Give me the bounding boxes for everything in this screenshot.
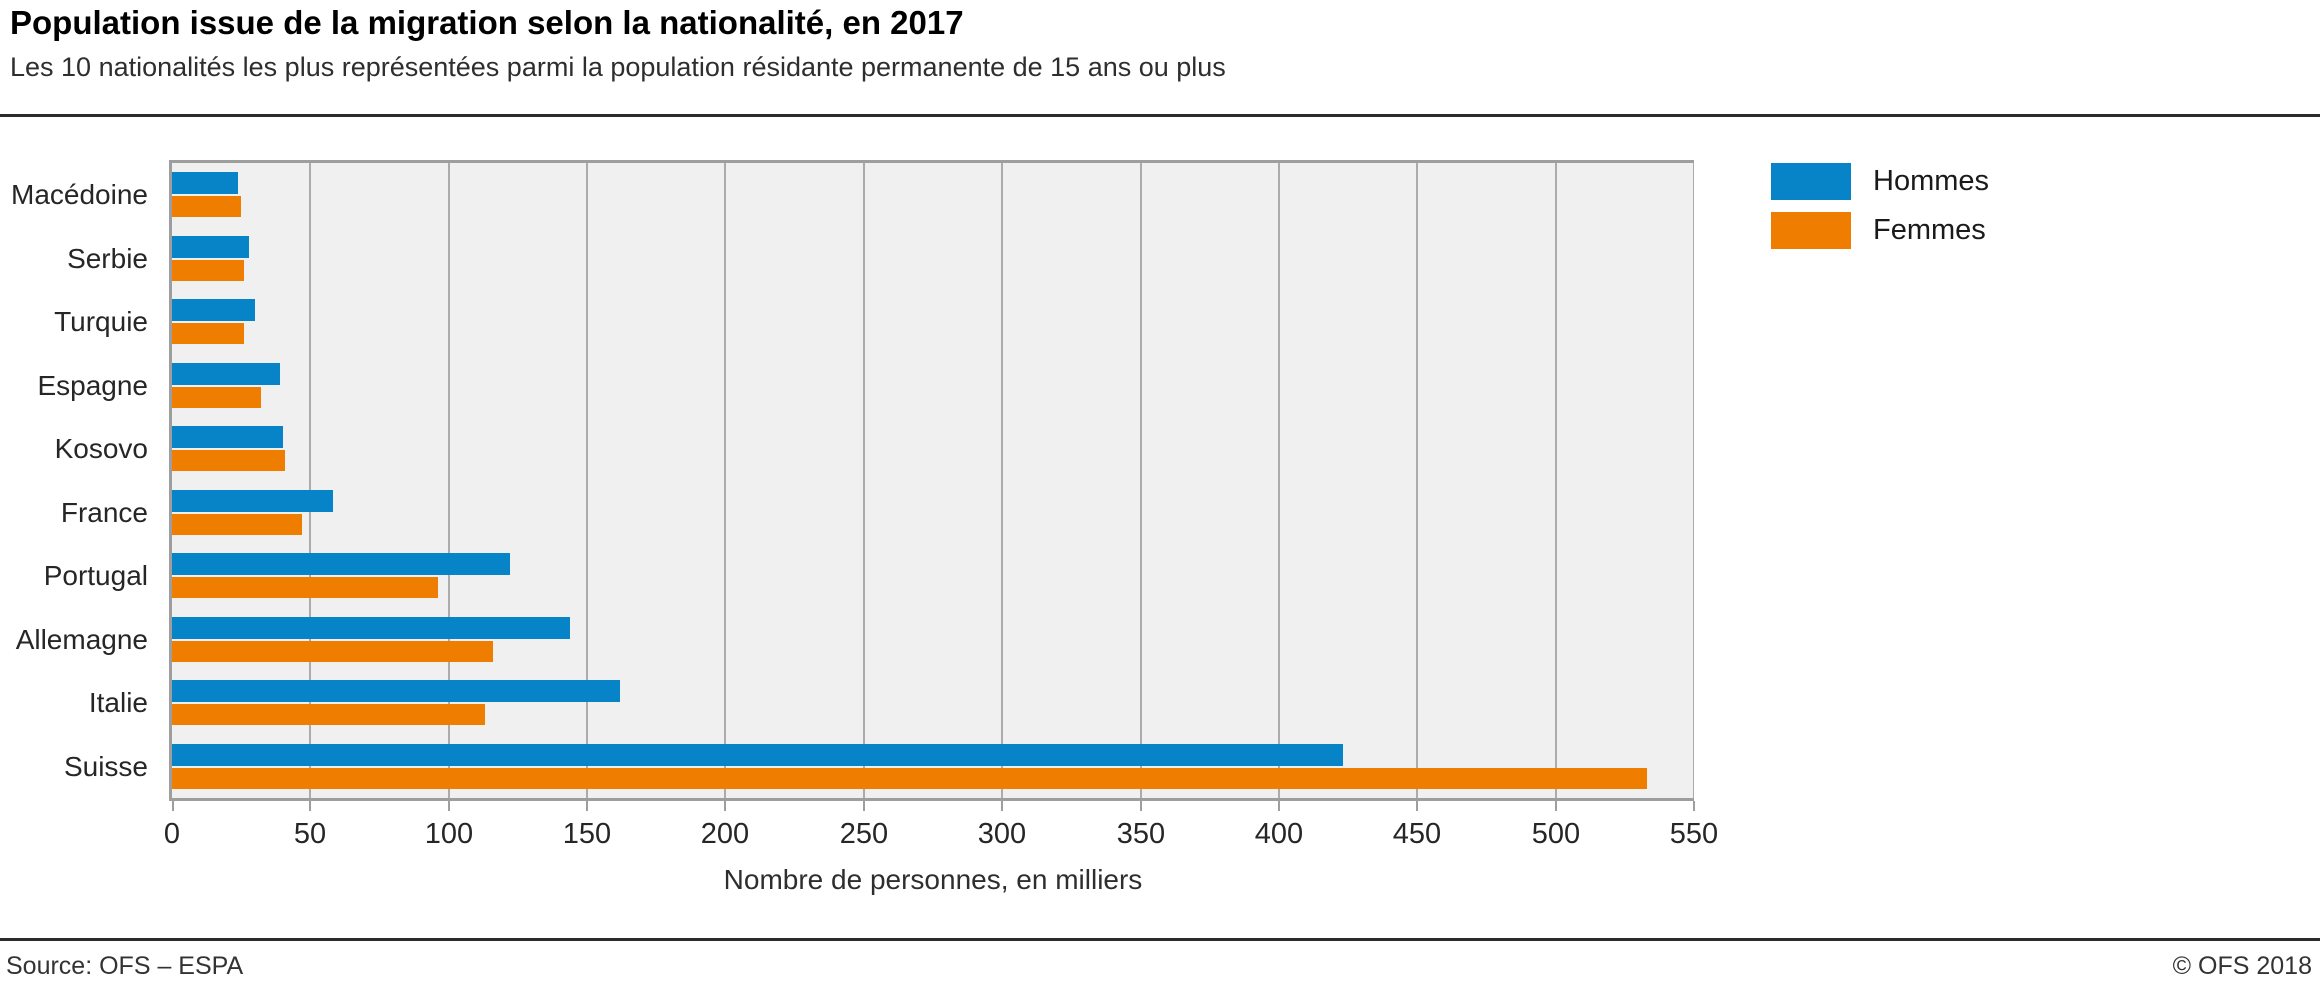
- bar-hommes-macedoine: [172, 172, 238, 194]
- bar-hommes-kosovo: [172, 426, 283, 448]
- y-label-espagne: Espagne: [37, 370, 148, 401]
- x-tick-250: [863, 801, 865, 811]
- bar-hommes-suisse: [172, 744, 1343, 766]
- x-tick-350: [1140, 801, 1142, 811]
- y-label-allemagne: Allemagne: [15, 624, 148, 655]
- x-tick-450: [1416, 801, 1418, 811]
- bar-femmes-macedoine: [172, 196, 241, 217]
- x-axis-ticks: [172, 801, 1695, 813]
- gridline-100: [448, 163, 450, 798]
- x-tick-label-350: 350: [1116, 818, 1166, 850]
- legend: Hommes Femmes: [1771, 163, 1989, 261]
- gridline-450: [1416, 163, 1418, 798]
- y-label-suisse: Suisse: [63, 751, 148, 782]
- chart-subtitle: Les 10 nationalités les plus représentée…: [10, 52, 1226, 82]
- gridline-50: [309, 163, 311, 798]
- x-tick-label-500: 500: [1531, 818, 1581, 850]
- x-tick-400: [1278, 801, 1280, 811]
- bar-hommes-portugal: [172, 553, 510, 575]
- bar-femmes-turquie: [172, 323, 244, 344]
- copyright-text: © OFS 2018: [2172, 952, 2312, 980]
- bar-femmes-allemagne: [172, 641, 493, 662]
- x-tick-50: [309, 801, 311, 811]
- plot-area: [169, 160, 1694, 801]
- bar-hommes-turquie: [172, 299, 255, 321]
- legend-item-hommes: Hommes: [1771, 163, 1989, 200]
- bar-femmes-espagne: [172, 387, 261, 408]
- legend-label-femmes: Femmes: [1873, 214, 1986, 246]
- source-text: Source: OFS – ESPA: [6, 952, 244, 980]
- x-tick-0: [172, 801, 174, 811]
- gridline-300: [1001, 163, 1003, 798]
- gridline-550: [1693, 163, 1694, 798]
- gridline-150: [586, 163, 588, 798]
- y-axis-labels: Macédoine Serbie Turquie Espagne Kosovo Franc…: [0, 163, 148, 798]
- bar-hommes-france: [172, 490, 333, 512]
- gridline-500: [1555, 163, 1557, 798]
- x-axis-tick-labels: 0 50 100 150 200 250 300 350 400 450 500 550: [164, 818, 1718, 854]
- x-tick-label-0: 0: [163, 818, 181, 850]
- footer-divider: [0, 938, 2320, 941]
- header-divider: [0, 114, 2320, 117]
- y-label-portugal: Portugal: [43, 560, 148, 591]
- x-tick-label-450: 450: [1392, 818, 1442, 850]
- x-tick-label-50: 50: [293, 818, 327, 850]
- x-tick-label-200: 200: [700, 818, 750, 850]
- bar-femmes-portugal: [172, 577, 438, 598]
- x-tick-label-150: 150: [562, 818, 612, 850]
- legend-label-hommes: Hommes: [1873, 165, 1990, 197]
- y-label-italie: Italie: [88, 687, 148, 718]
- bar-femmes-suisse: [172, 768, 1647, 789]
- bar-femmes-italie: [172, 704, 485, 725]
- legend-item-femmes: Femmes: [1771, 212, 1989, 249]
- bar-femmes-kosovo: [172, 450, 285, 471]
- y-label-turquie: Turquie: [54, 306, 148, 337]
- x-tick-label-550: 550: [1669, 818, 1719, 850]
- legend-swatch-femmes: [1771, 212, 1851, 249]
- y-label-kosovo: Kosovo: [54, 433, 148, 464]
- x-tick-label-100: 100: [424, 818, 474, 850]
- gridline-200: [724, 163, 726, 798]
- bar-femmes-serbie: [172, 260, 244, 281]
- gridline-400: [1278, 163, 1280, 798]
- x-tick-label-400: 400: [1254, 818, 1304, 850]
- x-tick-label-300: 300: [977, 818, 1027, 850]
- bar-hommes-italie: [172, 680, 620, 702]
- x-tick-200: [724, 801, 726, 811]
- x-tick-300: [1001, 801, 1003, 811]
- y-label-macedoine: Macédoine: [11, 179, 148, 210]
- gridline-250: [863, 163, 865, 798]
- x-tick-label-250: 250: [839, 818, 889, 850]
- legend-swatch-hommes: [1771, 163, 1851, 200]
- gridline-350: [1140, 163, 1142, 798]
- y-label-france: France: [60, 497, 148, 528]
- x-tick-500: [1555, 801, 1557, 811]
- x-tick-550: [1693, 801, 1695, 811]
- x-axis-title: Nombre de personnes, en milliers: [723, 864, 1143, 895]
- bar-hommes-allemagne: [172, 617, 570, 639]
- x-tick-150: [586, 801, 588, 811]
- chart-title: Population issue de la migration selon l…: [10, 4, 964, 41]
- x-tick-100: [448, 801, 450, 811]
- bar-hommes-espagne: [172, 363, 280, 385]
- y-label-serbie: Serbie: [67, 243, 148, 274]
- bar-hommes-serbie: [172, 236, 249, 258]
- bar-femmes-france: [172, 514, 302, 535]
